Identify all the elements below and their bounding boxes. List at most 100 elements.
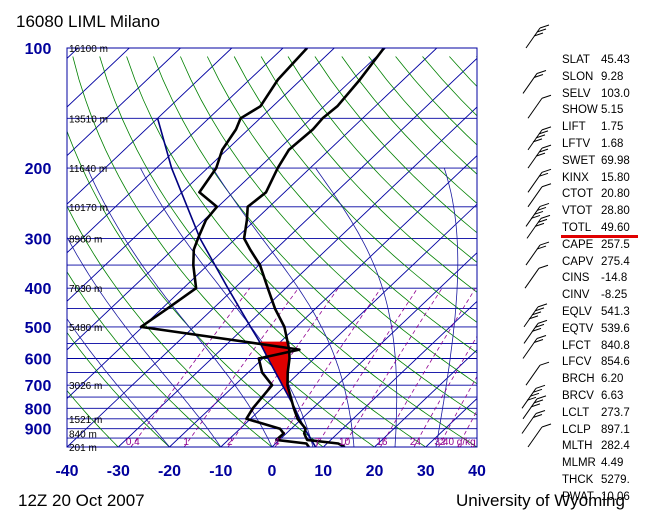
mixing-ratio-line xyxy=(342,287,443,447)
wind-barb-flag xyxy=(541,144,552,149)
wind-barb-flag xyxy=(541,94,552,99)
moist-adiabat-line xyxy=(435,167,459,447)
wind-barb-flag xyxy=(532,138,543,143)
index-value: 9.28 xyxy=(601,70,624,83)
pressure-tick-label: 500 xyxy=(25,320,52,337)
wind-barb xyxy=(522,335,547,359)
index-key: LIFT xyxy=(562,121,586,134)
mixing-ratio-line xyxy=(183,287,299,447)
mixing-ratio-label: 4 xyxy=(274,437,280,448)
wind-barb-staff xyxy=(527,147,543,169)
wind-barb xyxy=(526,214,551,239)
index-key: BRCH xyxy=(562,373,595,386)
mixing-ratio-line xyxy=(438,375,477,447)
dry-adiabat-line xyxy=(67,331,171,447)
wind-barb xyxy=(527,144,552,169)
wind-barb-flag xyxy=(531,327,542,332)
wind-barb xyxy=(527,126,552,151)
index-key: THCK xyxy=(562,473,594,486)
isotherm-line xyxy=(67,48,438,400)
index-key: LCLP xyxy=(562,423,591,436)
index-row-mlmr: MLMR 4.49 xyxy=(562,455,630,472)
isotherm-line xyxy=(67,48,181,157)
isotherm-line xyxy=(322,300,477,447)
index-row-cinv: CINV -8.25 xyxy=(562,287,630,304)
wind-barb xyxy=(527,183,552,208)
wind-barb-flag xyxy=(537,218,548,223)
temperature-tick-label: 20 xyxy=(366,463,384,480)
mixing-ratio-label: 32 xyxy=(434,437,446,448)
index-row-brch: BRCH 6.20 xyxy=(562,371,630,388)
index-value: 541.3 xyxy=(601,305,630,318)
temperature-tick-label: 30 xyxy=(417,463,435,480)
mixing-ratio-label: 40 g/kg xyxy=(443,437,476,448)
height-label: 1521 m xyxy=(69,415,102,426)
index-key: MLTH xyxy=(562,440,593,453)
wind-barb-flag xyxy=(533,210,544,215)
wind-barb-flag xyxy=(541,423,552,428)
wind-barb-flag xyxy=(530,403,541,408)
pressure-tick-label: 800 xyxy=(25,401,52,418)
moist-adiabat-line xyxy=(315,167,398,447)
mixing-ratio-label: 0.4 xyxy=(126,437,140,448)
mixing-ratio-line xyxy=(130,287,251,447)
index-row-vtot: VTOT 28.80 xyxy=(562,203,630,220)
index-key: SHOW xyxy=(562,104,598,117)
mixing-ratio-line xyxy=(274,287,382,447)
temperature-tick-label: -30 xyxy=(107,463,130,480)
wind-barb xyxy=(522,69,547,94)
isotherm-line xyxy=(220,203,477,447)
wind-barb-flag xyxy=(529,392,540,397)
index-row-cape: CAPE 257.5 xyxy=(562,237,630,254)
mixing-ratio-label: 10 xyxy=(339,437,351,448)
wind-barb xyxy=(525,361,550,386)
isotherm-line xyxy=(117,106,477,447)
mixing-ratio-line xyxy=(315,287,418,447)
dry-adiabat-line xyxy=(260,56,477,293)
wind-barb-flag xyxy=(539,241,550,246)
isotherm-line xyxy=(0,48,27,447)
wind-barb-flag xyxy=(534,222,545,227)
index-value: 854.6 xyxy=(601,356,630,369)
index-value: 1.75 xyxy=(601,121,624,134)
dry-adiabat-line xyxy=(67,129,324,447)
index-key: EQLV xyxy=(562,305,592,318)
wind-barb xyxy=(524,264,549,289)
wind-barb-flag xyxy=(536,206,547,211)
index-value: 257.5 xyxy=(601,238,630,251)
index-value: 28.80 xyxy=(601,205,630,218)
mixing-ratio-line xyxy=(457,409,477,447)
wind-barb-flag xyxy=(541,126,552,131)
index-key: SELV xyxy=(562,87,591,100)
index-row-lclp: LCLP 897.1 xyxy=(562,422,630,439)
wind-barb-flag xyxy=(536,245,547,250)
index-key: SWET xyxy=(562,154,596,167)
wind-barb-flag xyxy=(535,384,546,389)
index-row-lift: LIFT 1.75 xyxy=(562,119,630,136)
index-key: KINX xyxy=(562,171,589,184)
wind-barb-flag xyxy=(530,214,541,219)
wind-barb-flag xyxy=(540,214,551,219)
wind-barb-staff xyxy=(525,244,541,266)
dry-adiabat-line xyxy=(67,446,68,447)
index-row-lftv: LFTV 1.68 xyxy=(562,136,630,153)
mixing-ratio-label: 24 xyxy=(410,437,422,448)
wind-barb-flag xyxy=(538,264,549,269)
pressure-tick-label: 400 xyxy=(25,281,52,298)
wind-barb xyxy=(525,202,550,227)
wind-barb-staff xyxy=(525,27,541,49)
dry-adiabat-line xyxy=(180,56,477,385)
isotherm-line xyxy=(67,48,335,302)
wind-barb-flag xyxy=(528,315,539,320)
index-value: 20.80 xyxy=(601,188,630,201)
wind-barb xyxy=(523,319,548,344)
wind-barb-flag xyxy=(537,303,548,308)
isotherm-line xyxy=(374,349,477,447)
index-value: 6.63 xyxy=(601,389,624,402)
wind-barb-flag xyxy=(541,168,552,173)
mixing-ratio-line xyxy=(227,287,339,447)
wind-barb-flag xyxy=(536,28,547,33)
dry-adiabat-line xyxy=(206,56,477,354)
index-key: LCLT xyxy=(562,406,590,419)
